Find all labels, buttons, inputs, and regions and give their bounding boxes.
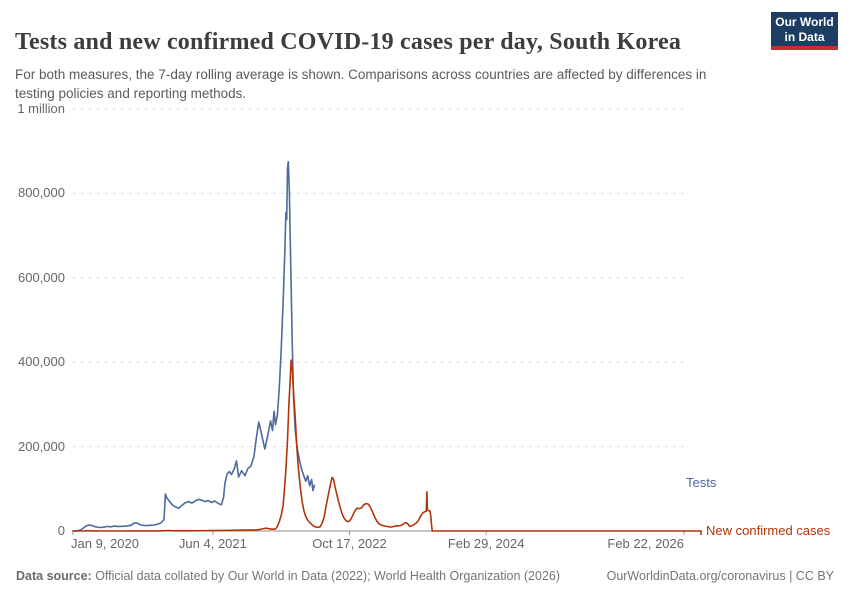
owid-logo-line2: in Data xyxy=(784,29,825,44)
x-tick-label: Oct 17, 2022 xyxy=(312,536,387,551)
y-tick-label: 800,000 xyxy=(18,185,65,201)
y-tick-label: 1 million xyxy=(17,101,65,116)
owid-logo-line1: Our World xyxy=(775,15,834,29)
x-tick-label: Feb 22, 2026 xyxy=(607,536,684,551)
owid-logo[interactable]: Our World in Data xyxy=(771,12,838,50)
x-tick-label: Jun 4, 2021 xyxy=(178,536,247,551)
tests-line xyxy=(72,161,316,532)
legend-label-new-confirmed-cases[interactable]: New confirmed cases xyxy=(706,523,831,538)
cases-legend-connector xyxy=(684,530,702,535)
data-source-note: Data source: Official data collated by O… xyxy=(16,569,560,583)
y-tick-label: 400,000 xyxy=(18,354,65,370)
new-confirmed-cases-line xyxy=(72,359,685,532)
x-tick-label: Jan 9, 2020 xyxy=(71,536,139,551)
y-tick-label: 600,000 xyxy=(18,269,65,285)
data-source-label: Data source: xyxy=(16,569,92,583)
y-tick-label: 200,000 xyxy=(18,438,65,454)
data-source-text: Official data collated by Our World in D… xyxy=(91,569,561,583)
legend-label-tests[interactable]: Tests xyxy=(686,475,717,490)
x-tick-label: Feb 29, 2024 xyxy=(447,536,525,551)
owid-link[interactable]: OurWorldinData.org/coronavirus | CC BY xyxy=(606,569,834,583)
y-tick-label: 0 xyxy=(57,523,65,538)
chart-subtitle: For both measures, the 7-day rolling ave… xyxy=(15,66,707,101)
page-title: Tests and new confirmed COVID-19 cases p… xyxy=(15,29,682,56)
